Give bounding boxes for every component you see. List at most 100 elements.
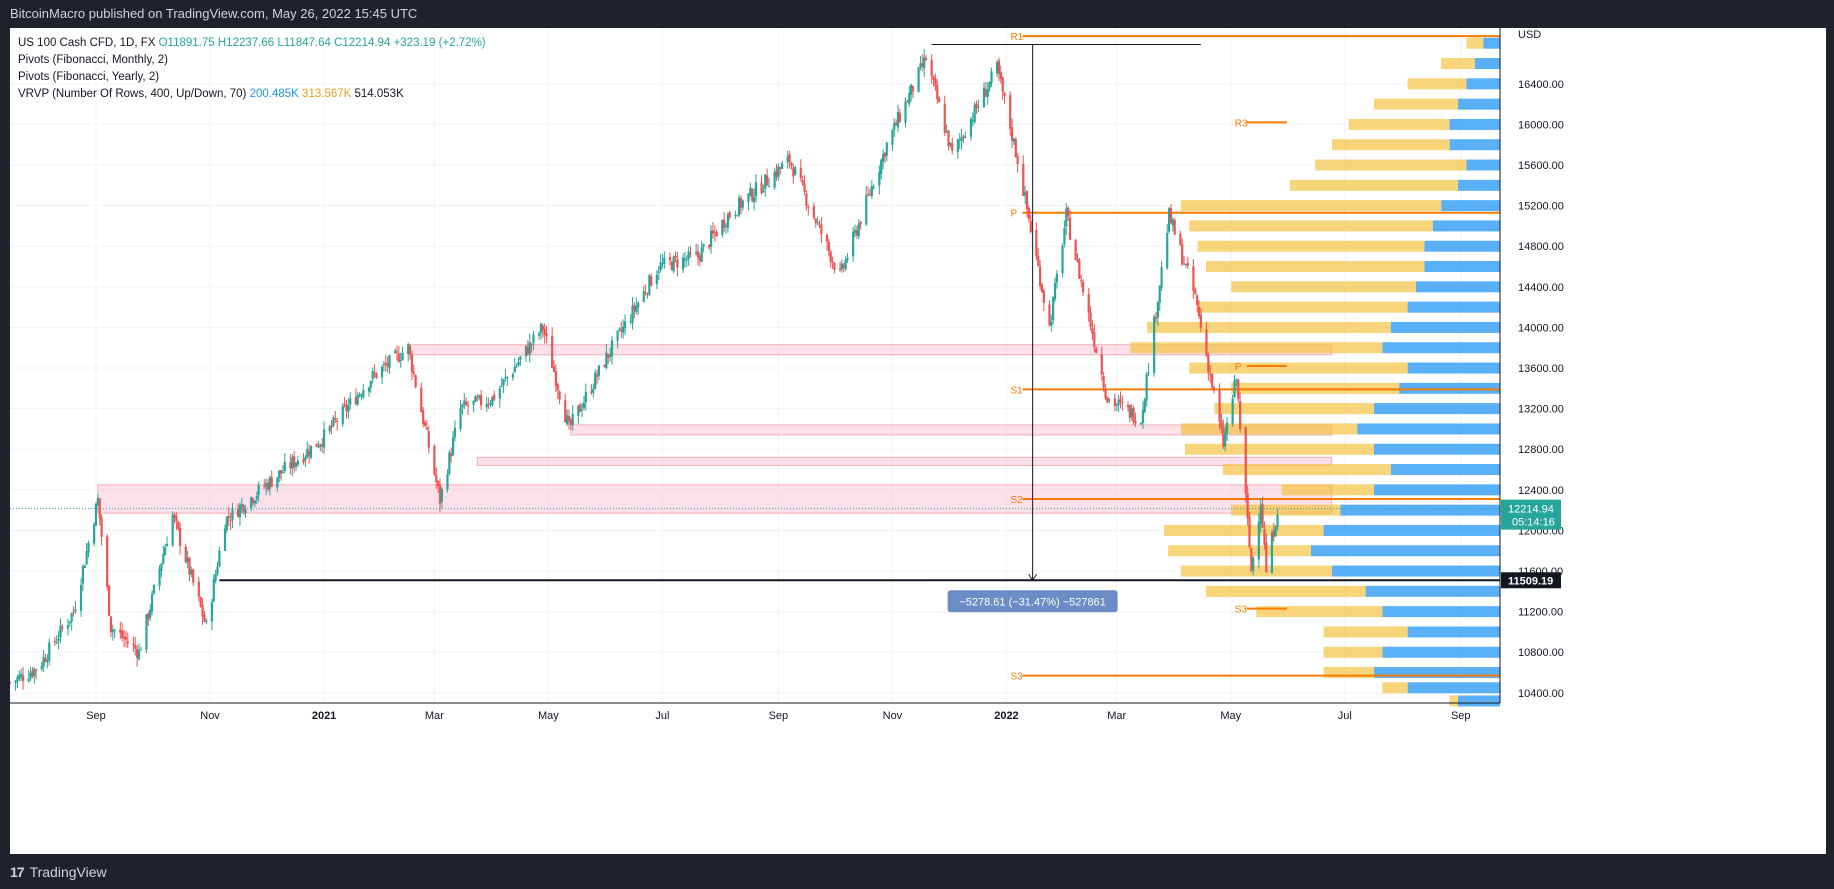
candle-body bbox=[367, 387, 371, 392]
candle-body bbox=[681, 257, 685, 270]
candle-body bbox=[840, 263, 844, 270]
candle-body bbox=[489, 403, 492, 405]
price-tick-label: 11200.00 bbox=[1518, 607, 1563, 619]
candle-body bbox=[880, 159, 883, 174]
price-tick-label: 10400.00 bbox=[1518, 688, 1564, 700]
candle-body bbox=[779, 167, 782, 169]
candle-body bbox=[134, 644, 137, 649]
price-tick-label: 15200.00 bbox=[1518, 201, 1564, 213]
candle-body bbox=[308, 451, 311, 456]
candle-body bbox=[936, 85, 939, 100]
candle-body bbox=[947, 130, 950, 147]
candle-body bbox=[749, 187, 752, 196]
candle-body bbox=[1265, 542, 1268, 573]
candle-body bbox=[728, 212, 731, 218]
candle-body bbox=[375, 373, 378, 378]
vp-up-bar bbox=[1323, 524, 1500, 536]
candle-body bbox=[698, 255, 701, 261]
candle-body bbox=[373, 372, 376, 374]
vp-down-bar bbox=[1185, 443, 1374, 455]
candle-body bbox=[620, 329, 623, 332]
vp-down-bar bbox=[1231, 281, 1416, 293]
candle-body bbox=[919, 63, 922, 68]
tradingview-brand[interactable]: 17 TradingView bbox=[10, 864, 107, 880]
candle-body bbox=[833, 263, 836, 270]
candle-body bbox=[545, 333, 548, 337]
candle-body bbox=[881, 153, 885, 162]
candle-body bbox=[910, 84, 913, 96]
candle-body bbox=[425, 427, 429, 430]
candle-body bbox=[459, 407, 462, 430]
candle-body bbox=[724, 226, 728, 228]
candle-body bbox=[493, 394, 496, 400]
candle-body bbox=[1010, 127, 1014, 141]
vp-up-bar bbox=[1374, 484, 1500, 496]
vp-down-bar bbox=[1281, 484, 1374, 496]
candle-body bbox=[345, 404, 348, 412]
candle-body bbox=[519, 356, 522, 361]
candle-body bbox=[423, 422, 427, 426]
candle-body bbox=[1093, 332, 1096, 347]
candle-body bbox=[162, 553, 165, 564]
price-chart[interactable]: R1 P S1 S2 S3 R3 P S3 −5278.61 (−31.47%) −52786… bbox=[8, 28, 1826, 854]
candle-body bbox=[236, 508, 240, 517]
candle-body bbox=[179, 528, 182, 546]
price-tick-label: 12400.00 bbox=[1518, 485, 1564, 497]
candle-body bbox=[958, 139, 961, 141]
candle-body bbox=[921, 63, 924, 67]
vp-up-bar bbox=[1441, 200, 1500, 212]
candle-body bbox=[752, 197, 756, 202]
candle-body bbox=[227, 516, 230, 519]
vp-down-bar bbox=[1374, 98, 1458, 110]
candle-body bbox=[1076, 259, 1079, 261]
candle-body bbox=[736, 215, 739, 217]
vp-up-bar bbox=[1474, 58, 1500, 70]
candle-body bbox=[883, 152, 887, 158]
vp-up-bar bbox=[1382, 606, 1500, 618]
candle-body bbox=[1050, 321, 1053, 326]
candle-body bbox=[281, 472, 285, 474]
candle-body bbox=[566, 415, 569, 425]
candle-body bbox=[1035, 229, 1038, 257]
candle-body bbox=[584, 391, 587, 402]
candle-body bbox=[1186, 262, 1189, 266]
candle-body bbox=[98, 498, 101, 519]
candle-body bbox=[197, 581, 200, 597]
chart-area[interactable]: R1 P S1 S2 S3 R3 P S3 −5278.61 (−31.47%) −52786… bbox=[8, 28, 1826, 854]
bar-countdown-label: 05:14:16 bbox=[1512, 517, 1555, 529]
candle-body bbox=[132, 643, 135, 645]
candle-body bbox=[124, 636, 128, 640]
candle-body bbox=[1248, 516, 1251, 548]
candle-body bbox=[158, 568, 161, 586]
candle-body bbox=[908, 93, 911, 104]
footer-bar: 17 TradingView bbox=[0, 856, 1834, 889]
candle-body bbox=[1037, 255, 1040, 266]
candle-body bbox=[543, 328, 546, 336]
vp-down-bar bbox=[1449, 695, 1458, 707]
candle-body bbox=[414, 375, 417, 387]
candle-body bbox=[1029, 220, 1032, 232]
candle-body bbox=[474, 396, 477, 402]
candle-body bbox=[668, 256, 672, 261]
candle-body bbox=[657, 271, 660, 274]
candle-body bbox=[407, 343, 410, 355]
candle-body bbox=[597, 365, 600, 376]
candle-body bbox=[635, 305, 638, 312]
pivot-label: S2 bbox=[1010, 495, 1023, 506]
vp-up-bar bbox=[1458, 695, 1500, 707]
candle-body bbox=[1181, 244, 1184, 265]
candle-body bbox=[721, 220, 724, 235]
candle-body bbox=[46, 660, 49, 662]
candle-body bbox=[715, 232, 718, 237]
candle-body bbox=[1212, 387, 1216, 391]
candle-body bbox=[504, 377, 507, 379]
candle-body bbox=[270, 477, 273, 487]
time-tick-label: Mar bbox=[425, 710, 444, 722]
candle-body bbox=[294, 462, 298, 467]
candle-body bbox=[964, 137, 967, 139]
candle-body bbox=[867, 194, 870, 196]
vp-up-bar bbox=[1466, 159, 1500, 171]
vp-up-bar bbox=[1458, 179, 1500, 191]
candle-body bbox=[855, 230, 858, 236]
candle-body bbox=[853, 230, 857, 233]
